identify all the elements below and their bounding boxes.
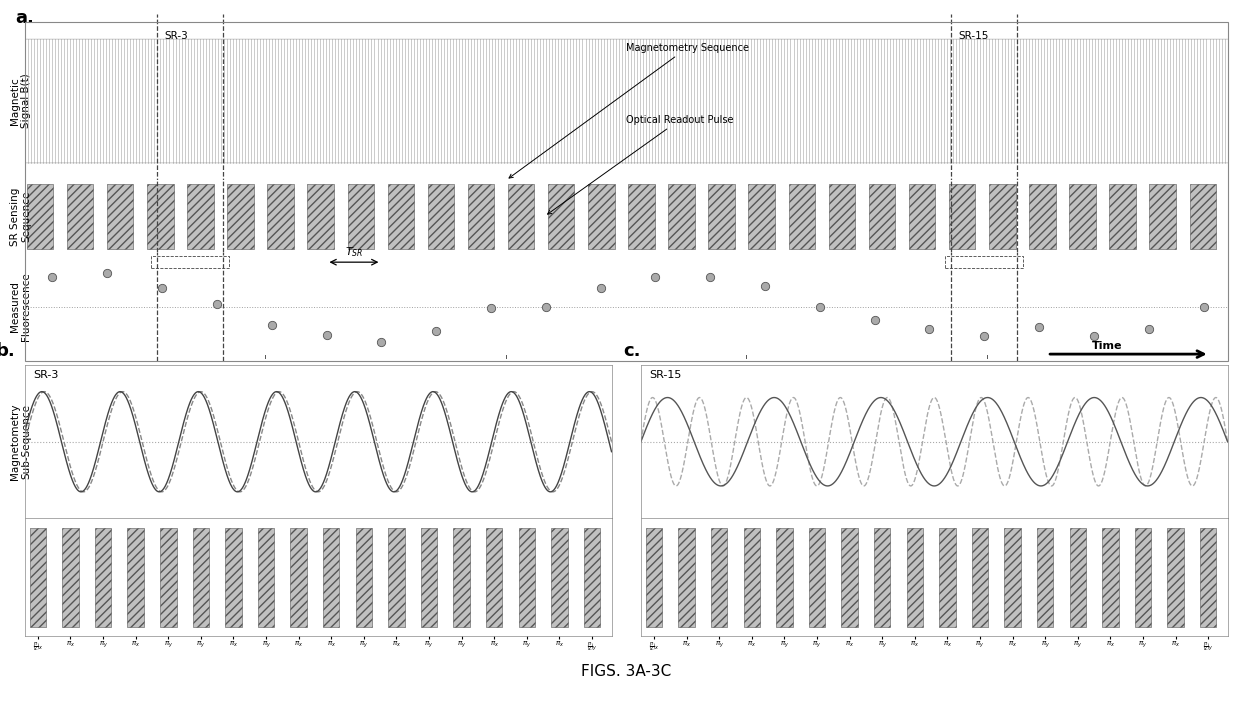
Text: b.: b. (0, 342, 15, 360)
Bar (1070, 528, 1086, 627)
Text: FIGS. 3A-3C: FIGS. 3A-3C (582, 664, 671, 679)
Bar (347, 184, 374, 249)
Bar (874, 528, 890, 627)
Bar (1004, 528, 1021, 627)
Bar (1069, 184, 1096, 249)
Bar (1135, 528, 1151, 627)
Bar (869, 184, 895, 249)
Bar (388, 528, 404, 627)
Bar (548, 184, 574, 249)
Bar (226, 528, 242, 627)
Text: c.: c. (624, 342, 641, 360)
Bar (939, 528, 956, 627)
Bar (949, 184, 976, 249)
Bar (972, 528, 988, 627)
Bar (828, 184, 856, 249)
Text: SR-15: SR-15 (650, 369, 682, 380)
Bar (192, 528, 210, 627)
Bar (356, 528, 372, 627)
Bar (508, 184, 534, 249)
Bar (467, 184, 495, 249)
Bar (749, 184, 775, 249)
Text: SR-15: SR-15 (959, 31, 988, 41)
Bar (808, 528, 825, 627)
Bar (629, 184, 655, 249)
Bar (148, 184, 174, 249)
Bar (990, 184, 1016, 249)
Text: $T_{SR}$: $T_{SR}$ (345, 246, 363, 260)
Bar (909, 184, 935, 249)
Y-axis label: Magnetometry
Sub-Sequence: Magnetometry Sub-Sequence (10, 403, 31, 480)
Bar (187, 184, 213, 249)
Bar (1102, 528, 1118, 627)
Text: a.: a. (15, 9, 33, 27)
Bar (290, 528, 306, 627)
Bar (1189, 184, 1216, 249)
Bar (62, 528, 78, 627)
Bar (420, 528, 438, 627)
Text: SR-3: SR-3 (165, 31, 188, 41)
Bar (27, 184, 53, 249)
Bar (1200, 528, 1216, 627)
Bar (388, 184, 414, 249)
Bar (776, 528, 792, 627)
Bar (588, 184, 615, 249)
Bar (428, 184, 454, 249)
Bar (841, 528, 858, 627)
Bar (258, 528, 274, 627)
Text: Time: Time (1092, 341, 1122, 351)
Text: SR-3: SR-3 (33, 369, 60, 380)
Bar (160, 528, 176, 627)
Bar (1029, 184, 1055, 249)
Bar (584, 528, 600, 627)
Bar (1167, 528, 1184, 627)
Bar (518, 528, 536, 627)
Bar (711, 528, 728, 627)
Text: Magnetometry Sequence: Magnetometry Sequence (510, 43, 749, 178)
Bar (30, 528, 46, 627)
Bar (486, 528, 502, 627)
Bar (1110, 184, 1136, 249)
Bar (308, 184, 334, 249)
Bar (1149, 184, 1176, 249)
Bar (646, 528, 662, 627)
Bar (67, 184, 93, 249)
Bar (227, 184, 254, 249)
Bar (454, 528, 470, 627)
Bar (668, 184, 694, 249)
Bar (107, 184, 134, 249)
Bar (678, 528, 694, 627)
Y-axis label: Magnetic
Signal B(t): Magnetic Signal B(t) (10, 74, 31, 129)
Bar (95, 528, 112, 627)
Bar (128, 528, 144, 627)
Y-axis label: Measured
Fluorescence: Measured Fluorescence (10, 272, 31, 341)
Bar (789, 184, 815, 249)
Bar (906, 528, 923, 627)
Bar (324, 528, 340, 627)
Bar (1037, 528, 1053, 627)
Bar (708, 184, 735, 249)
Bar (744, 528, 760, 627)
Bar (268, 184, 294, 249)
Bar (552, 528, 568, 627)
Text: Optical Readout Pulse: Optical Readout Pulse (548, 115, 734, 214)
Y-axis label: SR Sensing
Sequence: SR Sensing Sequence (10, 187, 31, 246)
